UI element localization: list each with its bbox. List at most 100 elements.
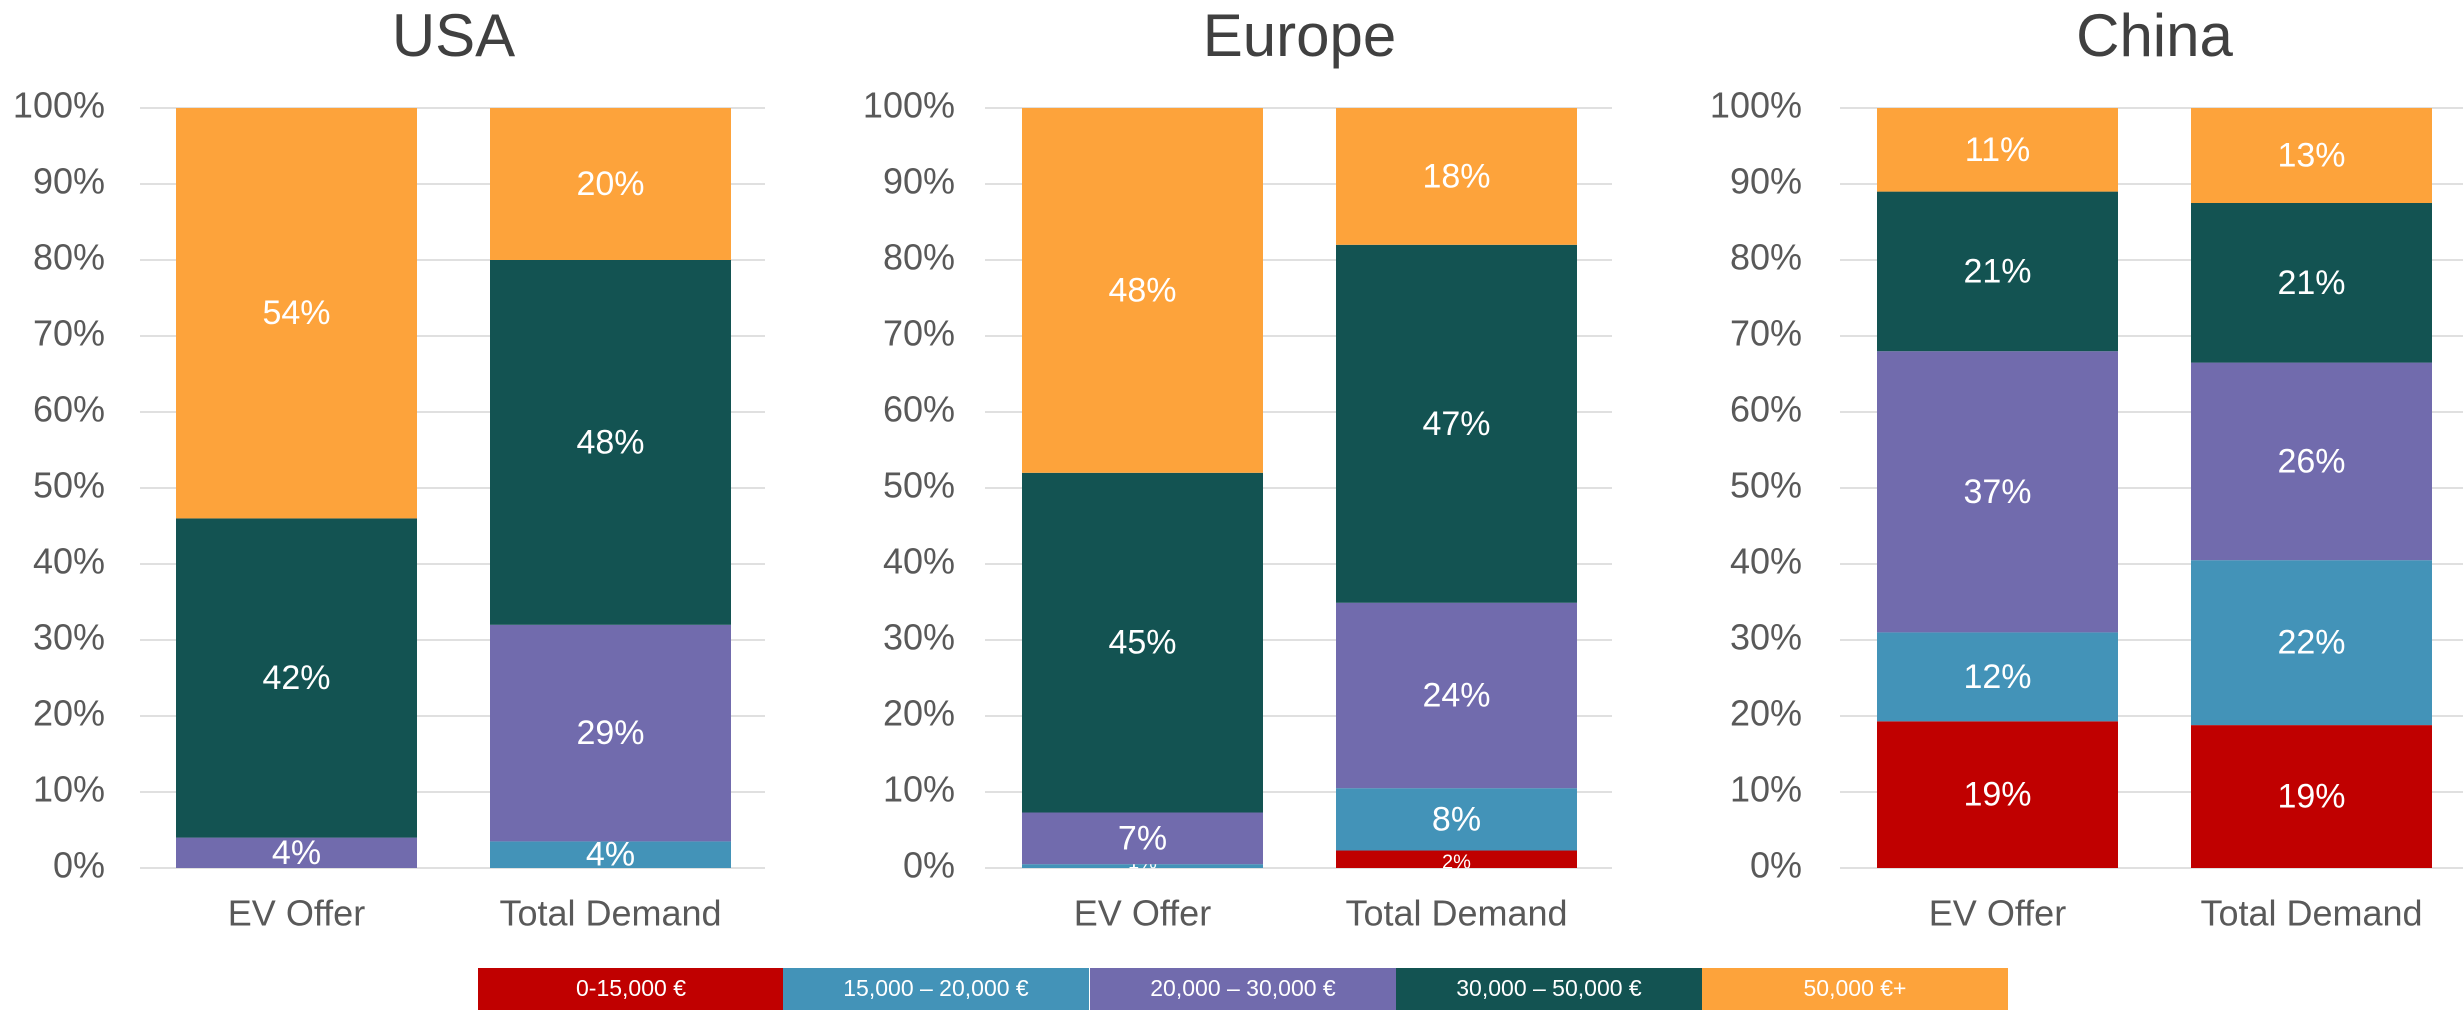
bar-segment: 30,000 – 50,000 € — [2191, 203, 2432, 363]
legend-label: 15,000 – 20,000 € — [843, 975, 1029, 1001]
bar-segment — [490, 624, 731, 842]
data-label: 22% — [2277, 624, 2345, 662]
data-label: 2% — [1442, 851, 1471, 873]
y-tick-label: 60% — [1730, 389, 1802, 430]
data-label: 48% — [1108, 271, 1176, 309]
y-tick-label: 20% — [33, 693, 105, 734]
bar-segment: 20,000 – 30,000 € — [1022, 812, 1263, 865]
y-tick-label: 40% — [883, 541, 955, 582]
x-tick-label: EV Offer — [228, 893, 365, 934]
y-tick-label: 30% — [1730, 617, 1802, 658]
y-tick-label: 0% — [1750, 845, 1802, 886]
y-tick-label: 70% — [883, 313, 955, 354]
y-tick-label: 100% — [13, 85, 105, 126]
bar-segment: 30,000 – 50,000 € — [1877, 191, 2118, 352]
data-label: 13% — [2277, 136, 2345, 174]
legend-swatch — [1396, 968, 1702, 1010]
data-label: 47% — [1422, 405, 1490, 443]
y-tick-label: 50% — [33, 465, 105, 506]
data-label: 12% — [1963, 658, 2031, 696]
bar-segment: 30,000 – 50,000 € — [1022, 472, 1263, 813]
y-tick-label: 80% — [33, 237, 105, 278]
data-label: 19% — [1963, 776, 2031, 814]
y-tick-label: 0% — [903, 845, 955, 886]
bar-segment — [490, 841, 731, 868]
data-label: 24% — [1422, 676, 1490, 714]
data-label: 26% — [2277, 442, 2345, 480]
y-tick-label: 30% — [883, 617, 955, 658]
y-tick-label: 40% — [33, 541, 105, 582]
data-label: 21% — [1963, 252, 2031, 290]
x-tick-label: Total Demand — [1345, 893, 1567, 934]
legend-label: 0-15,000 € — [576, 975, 686, 1001]
y-tick-label: 80% — [883, 237, 955, 278]
y-tick-label: 20% — [883, 693, 955, 734]
bar-segment: 50,000 €+ — [1022, 108, 1263, 473]
y-tick-label: 10% — [883, 769, 955, 810]
legend-swatch — [1702, 968, 2008, 1010]
bar-segment: 0-15,000 € — [1877, 721, 2118, 868]
y-tick-label: 10% — [1730, 769, 1802, 810]
chart-title: China — [2076, 2, 2233, 69]
y-tick-label: 50% — [883, 465, 955, 506]
data-label: 54% — [262, 294, 330, 332]
legend-swatch — [1090, 968, 1396, 1010]
data-label: 8% — [1432, 800, 1481, 838]
bar-segment: 0-15,000 € — [1336, 850, 1577, 868]
bar-segment: 20,000 – 30,000 € — [1877, 351, 2118, 633]
data-label: 18% — [1422, 157, 1490, 195]
data-label: 21% — [2277, 264, 2345, 302]
x-tick-label: Total Demand — [2200, 893, 2422, 934]
bar-segment: 50,000 €+ — [1336, 108, 1577, 245]
bar-segment: 20,000 – 30,000 € — [2191, 362, 2432, 561]
bar-segment: 0-15,000 € — [2191, 725, 2432, 868]
chart-title: Europe — [1203, 2, 1396, 69]
bar-segment: 20,000 – 30,000 € — [1336, 602, 1577, 789]
y-tick-label: 50% — [1730, 465, 1802, 506]
y-tick-label: 20% — [1730, 693, 1802, 734]
y-tick-label: 30% — [33, 617, 105, 658]
data-label: 42% — [262, 659, 330, 697]
data-label: 19% — [2277, 778, 2345, 816]
y-tick-label: 70% — [33, 313, 105, 354]
y-tick-label: 100% — [1710, 85, 1802, 126]
bar-segment: 15,000 – 20,000 € — [1877, 632, 2118, 722]
y-tick-label: 70% — [1730, 313, 1802, 354]
data-label: 4% — [272, 834, 321, 872]
bar-segment — [490, 108, 731, 260]
bar-segment — [176, 108, 417, 519]
data-label: 37% — [1963, 473, 2031, 511]
bar-segment: 15,000 – 20,000 € — [1022, 864, 1263, 868]
legend-swatch — [783, 968, 1089, 1010]
chart-title: USA — [392, 2, 515, 69]
y-tick-label: 60% — [33, 389, 105, 430]
data-label: 29% — [576, 714, 644, 752]
data-label: 4% — [586, 836, 635, 874]
y-tick-label: 90% — [1730, 161, 1802, 202]
x-tick-label: EV Offer — [1074, 893, 1211, 934]
y-tick-label: 40% — [1730, 541, 1802, 582]
x-tick-label: EV Offer — [1929, 893, 2066, 934]
y-tick-label: 10% — [33, 769, 105, 810]
bar-segment: 30,000 – 50,000 € — [1336, 244, 1577, 603]
data-label: 7% — [1118, 819, 1167, 857]
bar-segment: 50,000 €+ — [1877, 108, 2118, 192]
y-tick-label: 80% — [1730, 237, 1802, 278]
y-tick-label: 0% — [53, 845, 105, 886]
bar-segment — [176, 518, 417, 838]
data-label: 20% — [576, 165, 644, 203]
bar-segment — [176, 837, 417, 868]
y-tick-label: 100% — [863, 85, 955, 126]
legend-label: 20,000 – 30,000 € — [1150, 975, 1336, 1001]
bar-segment: 15,000 – 20,000 € — [2191, 560, 2432, 726]
y-tick-label: 90% — [33, 161, 105, 202]
legend-label: 50,000 €+ — [1804, 975, 1907, 1001]
bar-segment — [490, 260, 731, 625]
data-label: 48% — [576, 423, 644, 461]
data-label: 11% — [1965, 131, 2031, 169]
y-tick-label: 90% — [883, 161, 955, 202]
legend-swatch — [478, 968, 784, 1010]
y-tick-label: 60% — [883, 389, 955, 430]
bar-segment: 50,000 €+ — [2191, 108, 2432, 203]
